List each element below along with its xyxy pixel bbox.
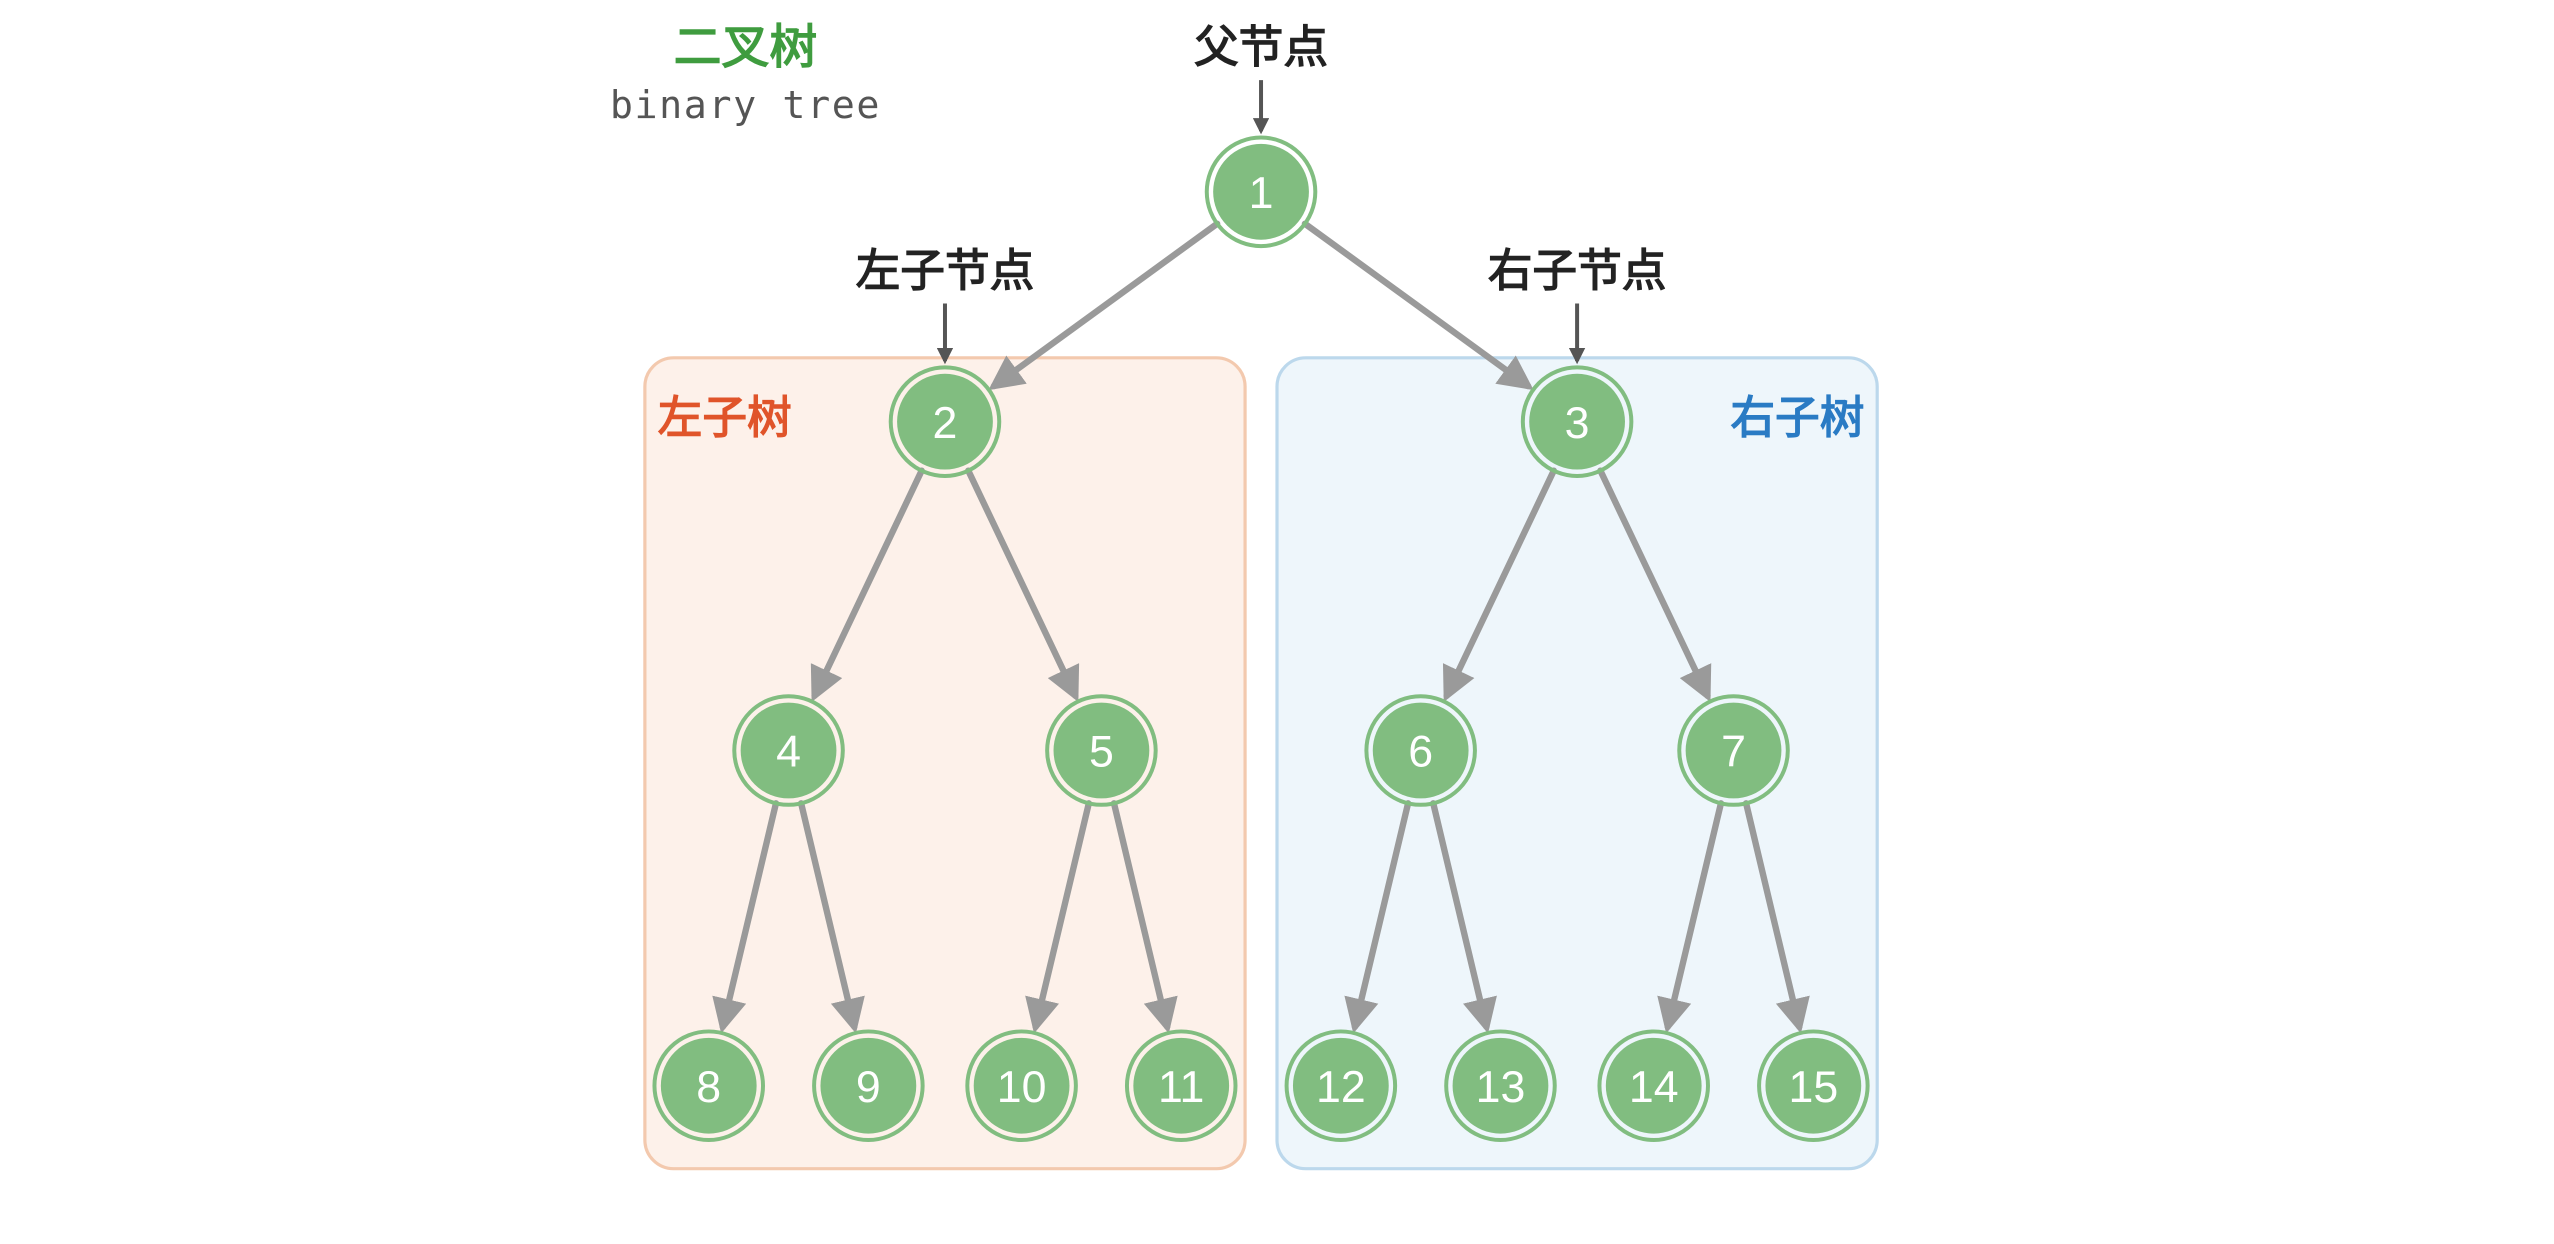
tree-node-label: 2 [933, 399, 958, 448]
tree-node-label: 7 [1721, 728, 1746, 777]
title-en: binary tree [610, 83, 881, 128]
tree-node-11: 11 [1127, 1031, 1236, 1140]
tree-node-label: 1 [1249, 169, 1274, 218]
annotation-left_child: 左子节点 [856, 247, 1035, 296]
tree-node-10: 10 [967, 1031, 1076, 1140]
annotation-right_child: 右子节点 [1488, 247, 1667, 296]
tree-node-label: 6 [1408, 728, 1433, 777]
left-subtree-label: 左子树 [658, 394, 792, 443]
tree-node-label: 8 [696, 1063, 721, 1112]
tree-node-3: 3 [1523, 367, 1632, 476]
right-subtree-label: 右子树 [1730, 394, 1864, 443]
tree-node-2: 2 [891, 367, 1000, 476]
tree-node-1: 1 [1207, 138, 1316, 247]
tree-node-5: 5 [1047, 696, 1156, 805]
tree-node-7: 7 [1679, 696, 1788, 805]
annotation-parent: 父节点 [1194, 24, 1328, 73]
tree-node-15: 15 [1759, 1031, 1868, 1140]
tree-node-12: 12 [1287, 1031, 1396, 1140]
tree-node-4: 4 [734, 696, 843, 805]
tree-node-label: 12 [1316, 1063, 1366, 1112]
diagram-stage: 123456789101112131415左子树右子树二叉树binary tre… [0, 0, 2554, 1244]
tree-node-6: 6 [1366, 696, 1475, 805]
tree-node-14: 14 [1599, 1031, 1708, 1140]
binary-tree-svg: 123456789101112131415左子树右子树二叉树binary tre… [0, 0, 2554, 1244]
tree-node-label: 9 [856, 1063, 881, 1112]
tree-node-label: 10 [997, 1063, 1047, 1112]
tree-node-8: 8 [654, 1031, 763, 1140]
tree-node-13: 13 [1446, 1031, 1555, 1140]
tree-node-label: 5 [1089, 728, 1114, 777]
tree-node-label: 4 [776, 728, 801, 777]
tree-node-9: 9 [814, 1031, 923, 1140]
tree-node-label: 13 [1476, 1063, 1526, 1112]
tree-node-label: 11 [1158, 1063, 1204, 1112]
tree-node-label: 3 [1565, 399, 1590, 448]
tree-node-label: 14 [1629, 1063, 1679, 1112]
title-cn: 二叉树 [674, 22, 818, 75]
tree-node-label: 15 [1788, 1063, 1838, 1112]
